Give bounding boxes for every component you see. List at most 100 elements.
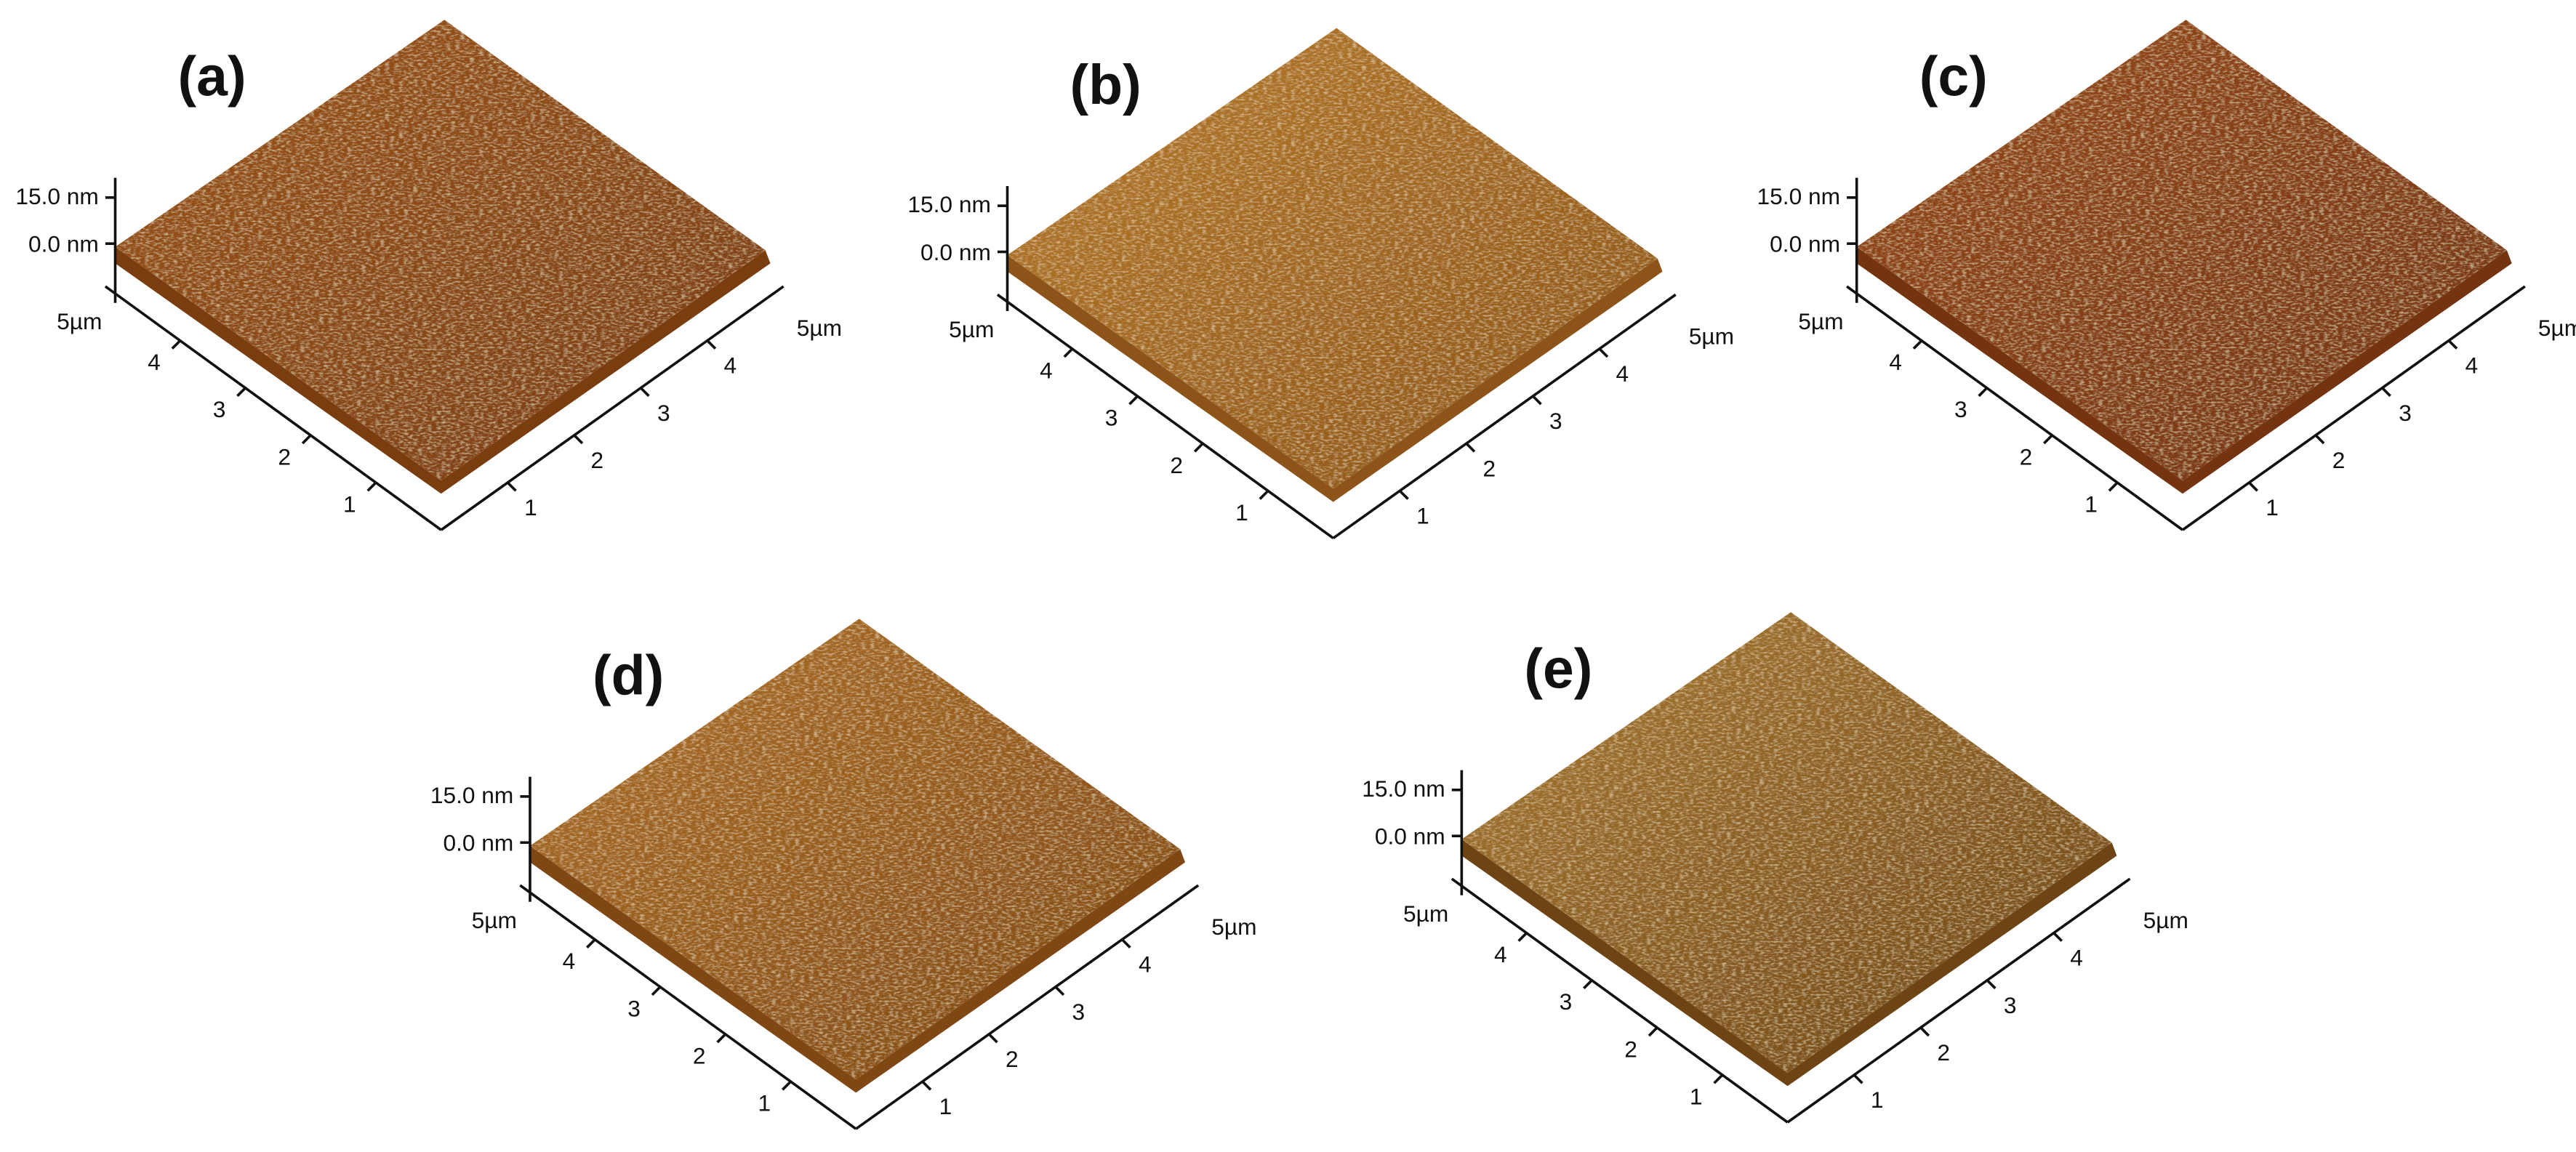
x-tick-label: 1 <box>524 494 537 520</box>
z-max-label: 15.0 nm <box>1362 776 1445 802</box>
x-axis-label: 5µm <box>2143 907 2188 933</box>
x-tick <box>1986 979 1997 990</box>
x-axis-label: 5µm <box>2538 315 2576 341</box>
y-tick <box>2108 481 2119 492</box>
y-tick-label: 1 <box>2085 491 2098 517</box>
panel-label: (d) <box>593 645 664 707</box>
x-tick-label: 3 <box>1072 999 1085 1025</box>
x-tick <box>1054 986 1065 996</box>
y-axis-label: 5µm <box>1798 308 1843 334</box>
z-max-label: 15.0 nm <box>15 183 99 209</box>
y-tick-label: 2 <box>2020 443 2033 470</box>
x-axis-label: 5µm <box>1211 914 1256 940</box>
y-tick-label: 3 <box>1954 396 1967 422</box>
x-axis <box>855 884 1200 1130</box>
y-tick-label: 2 <box>693 1043 706 1069</box>
y-tick-label: 1 <box>1235 499 1248 525</box>
x-tick-label: 1 <box>939 1093 952 1119</box>
x-tick <box>2447 339 2458 350</box>
x-tick-label: 1 <box>1871 1087 1884 1113</box>
x-tick <box>1531 395 1542 406</box>
x-tick <box>2053 932 2063 942</box>
panel-label: (c) <box>1919 45 1988 108</box>
afm-surface <box>529 619 1181 1080</box>
y-tick-label: 2 <box>1170 452 1183 478</box>
y-axis-label: 5µm <box>949 316 994 342</box>
x-tick-label: 4 <box>1616 360 1629 387</box>
y-tick <box>1259 489 1269 500</box>
y-tick <box>2043 434 2053 445</box>
x-axis <box>1786 877 2131 1124</box>
z-min-label: 0.0 nm <box>920 239 991 265</box>
y-tick <box>1713 1074 1724 1084</box>
x-axis <box>2181 285 2526 531</box>
y-tick <box>1128 395 1139 406</box>
y-tick <box>171 339 182 350</box>
panel-label: (e) <box>1524 637 1592 700</box>
x-tick <box>1919 1026 1930 1037</box>
x-tick <box>1120 938 1131 948</box>
x-tick <box>639 387 650 398</box>
x-tick <box>506 481 517 492</box>
y-axis <box>1450 877 1789 1124</box>
y-axis <box>104 285 442 531</box>
y-tick-label: 3 <box>1105 405 1118 431</box>
y-tick-label: 3 <box>627 995 641 1021</box>
z-min-label: 0.0 nm <box>28 231 99 257</box>
afm-surface <box>115 20 766 481</box>
x-tick <box>2248 481 2258 492</box>
y-tick <box>1193 442 1204 453</box>
y-tick-label: 1 <box>758 1090 771 1116</box>
x-tick-label: 2 <box>591 447 604 473</box>
y-tick <box>1978 387 1989 398</box>
x-tick <box>921 1080 932 1091</box>
z-max-label: 15.0 nm <box>430 782 514 808</box>
x-tick-label: 4 <box>2465 353 2479 379</box>
y-tick <box>716 1033 727 1044</box>
x-tick-label: 2 <box>1483 455 1496 481</box>
y-tick-label: 4 <box>1889 349 1902 375</box>
y-tick-label: 3 <box>213 396 226 422</box>
z-min-label: 0.0 nm <box>1770 231 1840 257</box>
y-axis <box>519 884 857 1130</box>
x-tick-label: 3 <box>1549 408 1562 434</box>
x-tick <box>987 1033 998 1044</box>
x-tick-label: 2 <box>2332 447 2346 473</box>
y-tick-label: 3 <box>1560 988 1573 1015</box>
z-max-label: 15.0 nm <box>907 191 991 217</box>
y-tick-label: 2 <box>278 443 291 470</box>
afm-surface <box>1461 612 2112 1074</box>
x-tick <box>1853 1074 1863 1084</box>
x-tick <box>2381 387 2391 398</box>
y-tick <box>301 434 312 445</box>
x-tick <box>1598 347 1609 358</box>
x-axis-label: 5µm <box>797 315 842 341</box>
y-tick-label: 1 <box>1690 1084 1703 1110</box>
x-axis-label: 5µm <box>1689 323 1734 349</box>
y-axis <box>996 293 1334 539</box>
x-axis <box>440 285 785 531</box>
y-tick-label: 4 <box>148 349 161 375</box>
afm-panel: (e) 15.0 nm 0.0 nm 5µm 5µm 1 2 3 4 1 2 3 4 <box>1362 612 2188 1124</box>
afm-surface <box>1856 20 2507 481</box>
x-tick-label: 4 <box>723 353 737 379</box>
y-tick-label: 2 <box>1624 1036 1637 1062</box>
x-axis <box>1332 293 1677 539</box>
y-tick <box>781 1080 792 1091</box>
y-tick-label: 4 <box>1040 357 1053 383</box>
x-tick-label: 3 <box>2399 400 2412 426</box>
x-tick-label: 1 <box>2266 494 2279 520</box>
x-tick <box>2314 434 2325 445</box>
y-axis-label: 5µm <box>57 308 102 334</box>
y-tick-label: 4 <box>1494 941 1507 967</box>
y-tick <box>1063 347 1074 358</box>
z-min-label: 0.0 nm <box>443 830 513 856</box>
y-tick <box>1648 1026 1658 1037</box>
y-tick <box>366 481 377 492</box>
panel-label: (b) <box>1070 54 1141 116</box>
x-tick <box>1398 489 1409 500</box>
x-tick-label: 2 <box>1937 1039 1950 1066</box>
x-tick-label: 1 <box>1416 503 1429 529</box>
